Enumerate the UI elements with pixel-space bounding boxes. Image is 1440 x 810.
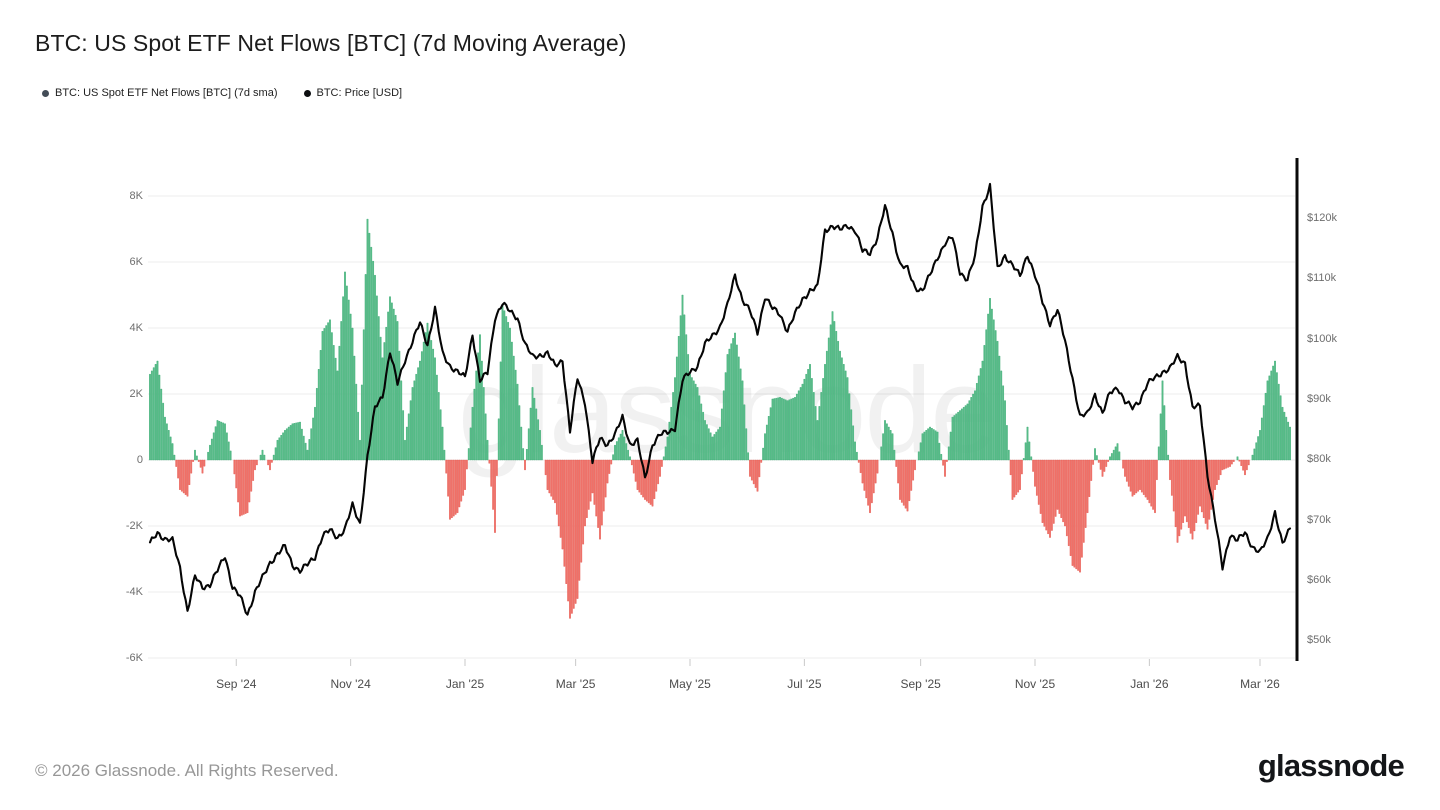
y-axis-left-label: -6K	[125, 652, 143, 664]
y-axis-left-label: 0	[136, 454, 143, 466]
netflow-bars-negative	[175, 459, 1250, 619]
netflow-bars-positive	[149, 218, 1291, 461]
y-axis-right-label: $90k	[1307, 392, 1331, 405]
x-axis-label: Jan '25	[445, 677, 485, 691]
legend-item-price[interactable]: BTC: Price [USD]	[303, 87, 403, 99]
x-axis-label: May '25	[669, 677, 711, 691]
x-axis-label: Nov '24	[330, 677, 371, 691]
x-axis-label: Sep '25	[900, 677, 941, 691]
glassnode-logo: glassnode	[1257, 748, 1405, 783]
x-axis-label: Mar '26	[1240, 677, 1280, 691]
y-axis-right-label: $50k	[1307, 634, 1331, 647]
x-axis-label: Jan '26	[1130, 677, 1169, 691]
legend-item-netflows[interactable]: BTC: US Spot ETF Net Flows [BTC] (7d sma…	[42, 87, 278, 99]
legend-item-label: BTC: US Spot ETF Net Flows [BTC] (7d sma…	[55, 87, 278, 99]
y-axis-left-label: -4K	[125, 586, 143, 598]
y-axis-right-label: $80k	[1307, 453, 1331, 466]
legend-item-label: BTC: Price [USD]	[316, 87, 403, 99]
x-axis-label: Jul '25	[787, 677, 822, 691]
price-line	[148, 182, 1292, 616]
y-axis-right-label: $60k	[1307, 573, 1331, 586]
y-axis-left-label: 8K	[129, 190, 143, 202]
copyright-text: © 2026 Glassnode. All Rights Reserved.	[35, 761, 339, 780]
legend-dot-icon	[303, 89, 311, 97]
page-title: BTC: US Spot ETF Net Flows [BTC] (7d Mov…	[35, 30, 627, 56]
y-axis-left-label: 4K	[129, 322, 143, 334]
y-axis-left-label: 6K	[129, 256, 143, 268]
x-axis-label: Sep '24	[216, 677, 257, 691]
y-axis-right-label: $120k	[1307, 212, 1337, 224]
y-axis-right-label: $110k	[1307, 272, 1337, 285]
legend: BTC: US Spot ETF Net Flows [BTC] (7d sma…	[42, 87, 402, 99]
legend-dot-icon	[42, 89, 49, 97]
y-axis-left-label: 2K	[129, 388, 143, 400]
y-axis-right-label: $70k	[1307, 513, 1331, 526]
y-axis-right-label: $100k	[1307, 332, 1337, 345]
x-axis-label: Nov '25	[1014, 677, 1056, 691]
y-axis-left-label: -2K	[125, 520, 143, 532]
x-axis-label: Mar '25	[555, 677, 596, 691]
